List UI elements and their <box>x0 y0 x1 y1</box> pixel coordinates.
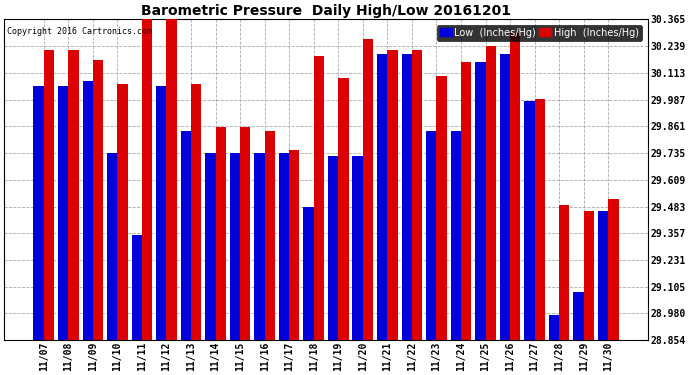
Bar <box>584 211 594 340</box>
Bar <box>166 20 177 340</box>
Bar <box>68 50 79 340</box>
Bar <box>142 20 152 340</box>
Bar <box>475 62 486 340</box>
Bar <box>230 153 240 340</box>
Bar <box>510 33 520 340</box>
Bar <box>573 292 584 340</box>
Bar <box>387 50 397 340</box>
Text: Copyright 2016 Cartronics.com: Copyright 2016 Cartronics.com <box>8 27 152 36</box>
Bar <box>304 207 314 340</box>
Bar <box>314 57 324 340</box>
Bar <box>338 78 348 340</box>
Bar <box>132 235 142 340</box>
Bar <box>43 50 54 340</box>
Bar <box>265 131 275 340</box>
Bar <box>486 46 496 340</box>
Bar <box>240 126 250 340</box>
Bar <box>58 86 68 340</box>
Bar <box>524 101 535 340</box>
Bar <box>93 60 103 340</box>
Bar <box>328 156 338 340</box>
Legend: Low  (Inches/Hg), High  (Inches/Hg): Low (Inches/Hg), High (Inches/Hg) <box>437 25 642 40</box>
Bar <box>377 54 387 340</box>
Bar <box>549 315 559 340</box>
Bar <box>181 131 191 340</box>
Bar <box>437 76 446 340</box>
Bar <box>156 86 166 340</box>
Bar <box>363 39 373 340</box>
Bar <box>559 205 569 340</box>
Bar <box>598 211 609 340</box>
Bar <box>255 153 265 340</box>
Bar <box>215 126 226 340</box>
Bar <box>402 54 412 340</box>
Bar <box>500 54 510 340</box>
Bar <box>426 131 437 340</box>
Bar <box>107 153 117 340</box>
Bar <box>461 62 471 340</box>
Bar <box>289 150 299 340</box>
Bar <box>191 84 201 340</box>
Title: Barometric Pressure  Daily High/Low 20161201: Barometric Pressure Daily High/Low 20161… <box>141 4 511 18</box>
Bar <box>353 156 363 340</box>
Bar <box>83 81 93 340</box>
Bar <box>609 199 618 340</box>
Bar <box>117 84 128 340</box>
Bar <box>205 153 215 340</box>
Bar <box>412 50 422 340</box>
Bar <box>535 99 545 340</box>
Bar <box>33 86 43 340</box>
Bar <box>279 153 289 340</box>
Bar <box>451 131 461 340</box>
